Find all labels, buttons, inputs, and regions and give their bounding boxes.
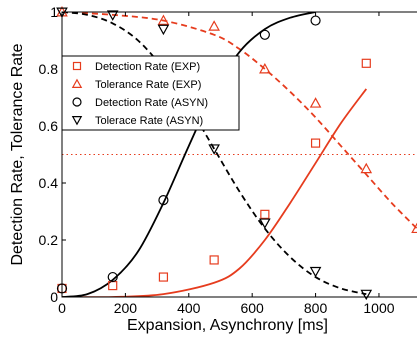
series-markers-2 <box>56 15 321 294</box>
fit-curve-0 <box>62 88 368 297</box>
series-0 <box>62 88 368 297</box>
axes: 0 200 400 600 800 1000 0 0.2 0.4 0.6 0.8 1 Expansion… <box>9 4 417 334</box>
legend-label: Tolerance Rate (EXP) <box>95 79 201 91</box>
data-point <box>310 15 321 26</box>
data-point <box>259 62 271 74</box>
data-point <box>107 271 118 283</box>
y-tick-label: 0 <box>50 289 58 305</box>
legend-label: Tolerace Rate (ASYN) <box>95 115 203 127</box>
data-point <box>209 255 219 265</box>
fit-curve-1 <box>62 12 417 230</box>
data-point <box>260 209 270 219</box>
data-point <box>411 222 417 234</box>
data-point <box>309 97 322 108</box>
x-tick-label: 400 <box>177 300 201 316</box>
data-point <box>106 10 119 21</box>
axes-box <box>61 11 417 298</box>
series-markers-3 <box>56 7 373 301</box>
x-tick-label: 0 <box>58 300 66 316</box>
x-axis-title: Expansion, Asynchrony [ms] <box>127 317 328 334</box>
x-tick-label: 600 <box>240 300 264 316</box>
x-tick-label: 200 <box>114 300 138 316</box>
fit-curve-2 <box>62 12 316 297</box>
legend: Detection Rate (EXP) Tolerance Rate (EXP)… <box>61 55 240 131</box>
data-point <box>157 24 170 36</box>
legend-marker <box>72 61 82 71</box>
data-point <box>158 195 169 206</box>
legend-label: Detection Rate (EXP) <box>95 61 200 73</box>
data-point <box>259 29 270 40</box>
data-point <box>310 138 321 148</box>
data-point <box>360 289 373 301</box>
data-point <box>360 162 373 174</box>
series-1 <box>62 12 417 230</box>
data-point <box>361 58 371 68</box>
data-point <box>158 272 169 282</box>
series-2 <box>62 12 316 297</box>
y-tick-label: 0.6 <box>39 118 59 134</box>
y-tick-label: 0.2 <box>39 232 59 248</box>
data-point <box>157 14 170 25</box>
y-tick-label: 0.4 <box>39 175 59 191</box>
legend-box <box>61 55 240 131</box>
legend-marker <box>71 116 83 126</box>
y-tick-label: 1 <box>50 4 58 20</box>
y-axis-title: Detection Rate, Tolerance Rate <box>9 43 26 265</box>
y-tick-label: 0.8 <box>39 61 59 77</box>
x-tick-label: 800 <box>304 300 328 316</box>
plot-area <box>56 5 417 301</box>
x-tick-label: 1000 <box>363 300 394 316</box>
data-point <box>309 266 322 278</box>
legend-marker <box>71 78 83 88</box>
data-point <box>259 218 271 229</box>
legend-label: Detection Rate (ASYN) <box>95 97 208 109</box>
data-point <box>208 20 220 31</box>
data-point <box>208 144 220 155</box>
legend-marker <box>72 97 82 107</box>
